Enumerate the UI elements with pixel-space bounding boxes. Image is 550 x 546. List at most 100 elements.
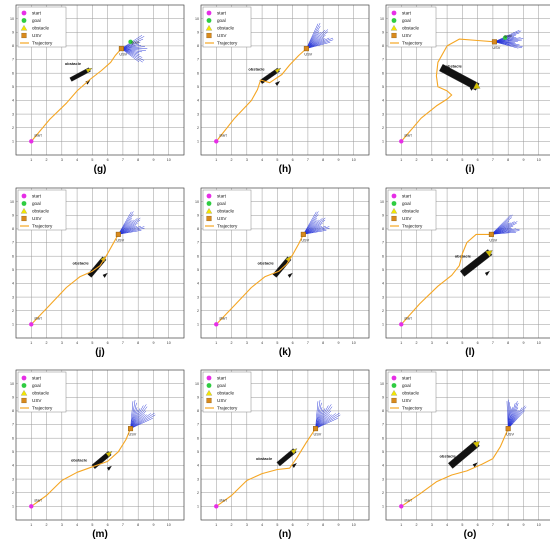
- panel-caption: (g): [94, 164, 107, 175]
- x-tick-label: 9: [152, 523, 154, 527]
- prediction-ray: [130, 414, 156, 429]
- prediction-ray: [315, 408, 326, 429]
- panel-caption: (o): [464, 529, 477, 540]
- prediction-ray: [130, 402, 137, 429]
- x-tick-label: 6: [107, 523, 109, 527]
- trajectory-line: [215, 428, 316, 507]
- usv-annotation: USV: [116, 238, 124, 242]
- x-tick-label: 10: [167, 158, 171, 162]
- x-tick-label: 2: [231, 523, 233, 527]
- y-tick-label: 5: [197, 450, 199, 454]
- x-tick-label: 5: [91, 341, 93, 345]
- y-tick-label: 8: [12, 227, 14, 231]
- y-tick-label: 10: [380, 382, 384, 386]
- prediction-ray: [315, 404, 332, 429]
- magenta-circle-icon: [21, 193, 27, 199]
- y-tick-label: 2: [197, 491, 199, 495]
- usv-annotation: USV: [119, 53, 127, 57]
- plot-frame: [385, 187, 550, 339]
- y-tick-label: 9: [12, 395, 14, 399]
- x-tick-label: 3: [61, 523, 63, 527]
- y-tick-label: 9: [382, 30, 384, 34]
- y-tick-label: 8: [12, 409, 14, 413]
- prediction-fan: [118, 211, 145, 235]
- yellow-triangle-icon: [390, 24, 398, 31]
- prediction-ray: [118, 211, 132, 235]
- legend-label: goal: [32, 18, 41, 23]
- y-tick-label: 3: [12, 477, 14, 481]
- orange-square-icon: [391, 215, 397, 222]
- obstacle-heading-icon: [484, 270, 490, 276]
- green-circle-icon: [391, 18, 397, 23]
- x-tick-label: 8: [137, 158, 139, 162]
- obstacle: [91, 450, 113, 469]
- y-tick-label: 4: [197, 99, 199, 103]
- trajectory-line: [30, 428, 132, 507]
- prediction-ray: [306, 39, 334, 49]
- obstacle-annotation: obstacle: [256, 456, 273, 461]
- obstacle-annotation: obstacle: [455, 254, 472, 259]
- x-tick-label: 6: [107, 341, 109, 345]
- y-tick-label: 5: [197, 85, 199, 89]
- y-tick-label: 4: [12, 99, 14, 103]
- obstacle-annotation: obstacle: [446, 64, 463, 69]
- y-tick-label: 5: [382, 450, 384, 454]
- prediction-ray: [306, 37, 330, 49]
- prediction-ray: [121, 48, 146, 51]
- usv-annotation: USV: [489, 238, 497, 242]
- trajectory-line: [400, 38, 495, 142]
- x-tick-label: 9: [337, 341, 339, 345]
- y-tick-label: 1: [382, 140, 384, 144]
- x-tick-label: 9: [337, 158, 339, 162]
- green-circle-icon: [391, 201, 397, 206]
- green-circle-icon: [206, 201, 212, 206]
- legend-label: goal: [402, 383, 411, 388]
- prediction-ray: [130, 408, 141, 429]
- trajectory-line: [400, 428, 509, 507]
- legend-label: Trajectory: [402, 406, 423, 411]
- obstacle-annotation: obstacle: [439, 453, 456, 458]
- start-marker: [214, 139, 219, 144]
- legend-label: start: [402, 194, 412, 199]
- x-tick-label: 2: [416, 158, 418, 162]
- prediction-ray: [121, 43, 140, 49]
- legend-label: USV: [217, 216, 227, 221]
- trajectory-line: [400, 233, 492, 325]
- legend: start goal obstacle USV Trajectory: [17, 189, 67, 231]
- trajectory-line: [30, 48, 122, 142]
- prediction-ray: [118, 227, 145, 235]
- x-tick-label: 1: [215, 341, 217, 345]
- start-marker: [29, 139, 34, 144]
- y-tick-label: 1: [12, 505, 14, 509]
- y-tick-label: 5: [12, 85, 14, 89]
- y-tick-label: 6: [197, 254, 199, 258]
- x-tick-label: 8: [322, 523, 324, 527]
- prediction-ray: [130, 418, 153, 429]
- y-tick-label: 6: [12, 71, 14, 75]
- goal-annotation: goal: [504, 34, 511, 38]
- legend: start goal obstacle USV Trajectory: [17, 6, 67, 48]
- x-tick-label: 1: [400, 341, 402, 345]
- legend-label: USV: [217, 33, 227, 38]
- prediction-ray: [315, 414, 332, 429]
- legend-label: USV: [402, 33, 412, 38]
- prediction-ray: [494, 29, 520, 43]
- prediction-ray: [315, 410, 332, 429]
- obstacle-heading-icon: [287, 272, 293, 278]
- prediction-ray: [130, 405, 144, 429]
- y-tick-label: 2: [382, 309, 384, 313]
- prediction-ray: [306, 29, 326, 49]
- x-tick-label: 1: [215, 158, 217, 162]
- x-tick-label: 9: [522, 523, 524, 527]
- x-tick-label: 6: [292, 523, 294, 527]
- legend-label: Trajectory: [217, 406, 238, 411]
- x-tick-label: 8: [322, 341, 324, 345]
- prediction-ray: [303, 217, 326, 235]
- legend-label: goal: [217, 18, 226, 23]
- y-tick-label: 7: [12, 423, 14, 427]
- legend-label: Trajectory: [32, 41, 53, 46]
- prediction-ray: [130, 413, 151, 429]
- y-tick-label: 2: [12, 491, 14, 495]
- x-tick-label: 8: [137, 523, 139, 527]
- y-tick-label: 2: [382, 126, 384, 130]
